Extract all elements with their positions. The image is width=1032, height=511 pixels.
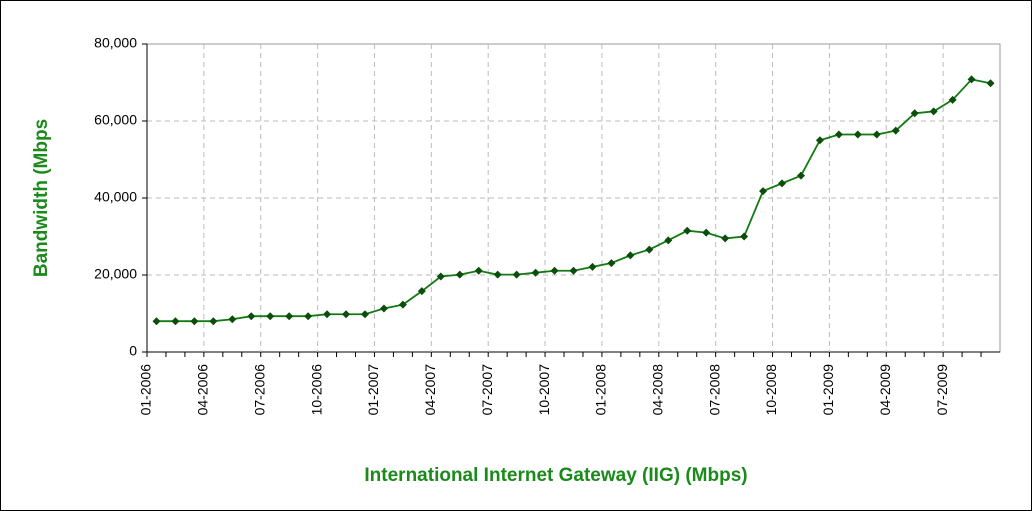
x-tick-label: 04-2007 — [422, 364, 438, 416]
data-point — [531, 268, 540, 277]
x-tick-label: 01-2008 — [593, 364, 609, 416]
data-point — [417, 287, 426, 296]
data-point — [948, 95, 957, 104]
data-point — [778, 179, 787, 188]
x-tick-label: 07-2006 — [251, 364, 267, 416]
x-tick-label: 07-2007 — [479, 364, 495, 416]
data-point — [588, 262, 597, 271]
x-tick-label: 01-2007 — [365, 364, 381, 416]
x-axis-label: International Internet Gateway (IIG) (Mb… — [364, 465, 747, 486]
data-point — [436, 272, 445, 281]
data-point — [379, 304, 388, 313]
data-point — [512, 270, 521, 279]
data-point — [360, 310, 369, 319]
data-point — [607, 259, 616, 268]
data-point — [569, 266, 578, 275]
data-point — [929, 107, 938, 116]
y-tick-label: 0 — [129, 343, 137, 359]
data-point — [209, 317, 218, 326]
data-point — [910, 109, 919, 118]
data-point — [891, 126, 900, 135]
x-tick-label: 10-2007 — [536, 364, 552, 416]
y-tick-label: 80,000 — [94, 35, 137, 51]
x-tick-label: 10-2008 — [763, 364, 779, 416]
data-point — [190, 317, 199, 326]
data-point — [796, 171, 805, 180]
data-point — [342, 310, 351, 319]
data-point — [228, 315, 237, 324]
x-tick-label: 04-2009 — [877, 364, 893, 416]
data-point — [323, 310, 332, 319]
data-point — [740, 232, 749, 241]
y-tick-label: 40,000 — [94, 189, 137, 205]
data-point — [645, 245, 654, 254]
data-point — [872, 130, 881, 139]
data-point — [398, 300, 407, 309]
data-point — [171, 317, 180, 326]
data-point — [815, 136, 824, 145]
x-tick-label: 07-2008 — [706, 364, 722, 416]
data-point — [967, 75, 976, 84]
x-tick-label: 01-2009 — [820, 364, 836, 416]
y-tick-label: 60,000 — [94, 112, 137, 128]
x-tick-label: 04-2006 — [195, 364, 211, 416]
data-point — [721, 234, 730, 243]
data-point — [266, 312, 275, 321]
data-point — [285, 312, 294, 321]
data-point — [152, 317, 161, 326]
data-point — [304, 312, 313, 321]
data-point — [626, 251, 635, 260]
data-point — [986, 79, 995, 88]
data-point — [550, 266, 559, 275]
x-tick-label: 07-2009 — [934, 364, 950, 416]
y-axis-label: Bandwidth (Mbps — [31, 119, 52, 277]
data-point — [474, 266, 483, 275]
data-point — [247, 312, 256, 321]
x-tick-label: 01-2006 — [138, 364, 154, 416]
data-point — [493, 270, 502, 279]
data-point — [664, 236, 673, 245]
data-point — [455, 270, 464, 279]
data-point — [702, 228, 711, 237]
x-tick-label: 04-2008 — [650, 364, 666, 416]
y-tick-label: 20,000 — [94, 266, 137, 282]
data-point — [834, 130, 843, 139]
data-point — [759, 187, 768, 196]
data-point — [853, 130, 862, 139]
data-point — [683, 226, 692, 235]
x-tick-label: 10-2006 — [308, 364, 324, 416]
